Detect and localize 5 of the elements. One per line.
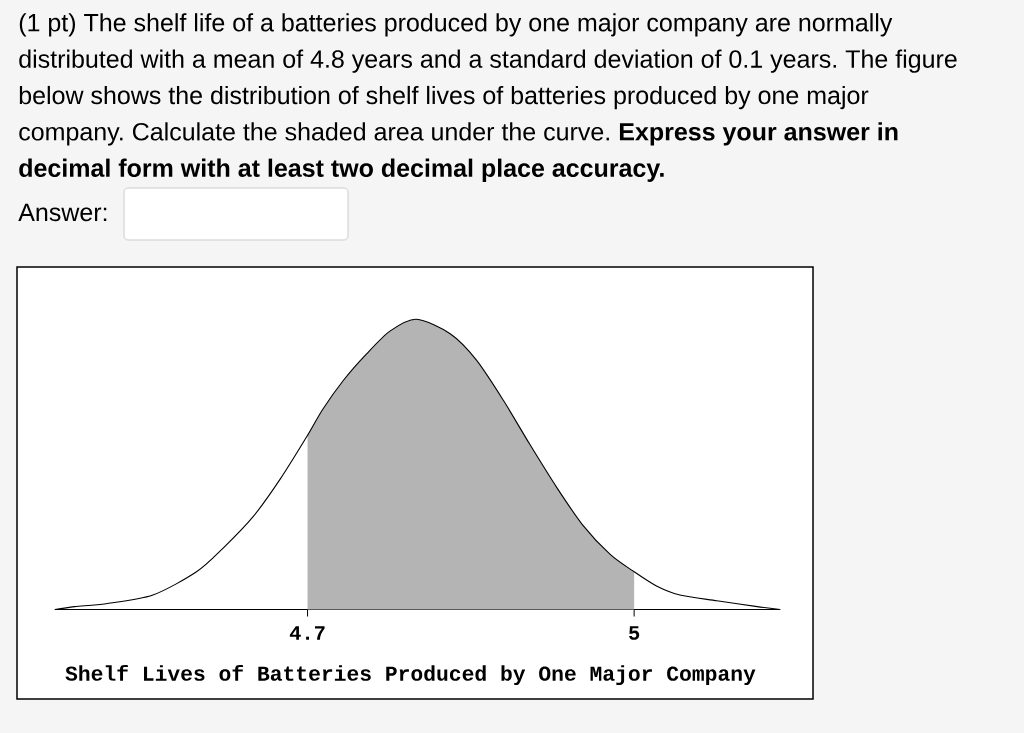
text: Answer: [18, 203, 107, 222]
x-axis-title: Shelf Lives of Batteries Produced by One Major Company [65, 664, 756, 686]
x-tick-label: 4.7 [289, 626, 325, 640]
x-tick-label: 5 [629, 626, 640, 640]
chart-title: (1 pt) The shelf life of a batteries produced by one major company are normally distributed with a mean of 4.8 years and a standard deviation of 0.1 years. The figure below shows the distribution of shelf lives of batteries produced by one major company. Calculate the shaded area under the curve. Express your answer in decimal form with at least two decimal place accuracy. [19, 13, 957, 182]
